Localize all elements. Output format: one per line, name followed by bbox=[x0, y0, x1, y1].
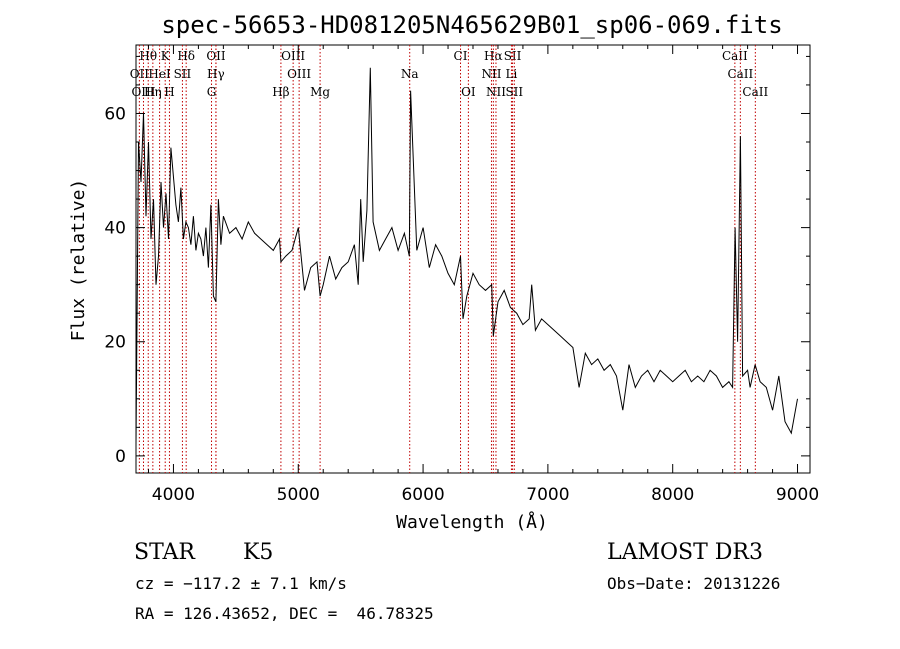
axis-ticks-layer: 4000 5000 6000 7000 8000 9000 0 20 40 60 bbox=[104, 45, 819, 505]
spectral-line-label: CI bbox=[454, 49, 468, 63]
spectral-line-label: Na bbox=[401, 67, 419, 81]
survey-name: LAMOST DR3 bbox=[607, 540, 763, 565]
spectral-line-label: K bbox=[161, 49, 171, 63]
x-tick-label: 5000 bbox=[277, 485, 320, 505]
spectral-line-label: Hγ bbox=[207, 67, 225, 81]
spectral-line-label: H bbox=[164, 85, 174, 99]
spectral-line-label: Hα bbox=[484, 49, 503, 63]
x-axis-label: Wavelength (Å) bbox=[396, 511, 548, 533]
x-tick-label: 7000 bbox=[526, 485, 569, 505]
chart-title: spec-56653-HD081205N465629B01_sp06-069.f… bbox=[161, 11, 782, 39]
spectral-line-label: OIII bbox=[281, 49, 305, 63]
flux-series-line bbox=[135, 67, 798, 445]
spectral-line-label: SII bbox=[174, 67, 192, 81]
spectral-line-label: Li bbox=[506, 67, 518, 81]
redshift-cz: cz = −117.2 ± 7.1 km/s bbox=[135, 574, 347, 593]
spectral-line-label: CaII bbox=[727, 67, 753, 81]
x-tick-label: 6000 bbox=[401, 485, 444, 505]
object-subclass: K5 bbox=[243, 540, 274, 565]
y-tick-label: 60 bbox=[104, 104, 126, 124]
x-tick-label: 9000 bbox=[776, 485, 819, 505]
spectral-line-label: Hη bbox=[144, 85, 162, 99]
object-class: STAR bbox=[134, 540, 195, 565]
spectral-line-label: HeI bbox=[148, 67, 171, 81]
spectral-line-label: SII bbox=[505, 85, 523, 99]
spectral-line-label: Hδ bbox=[177, 49, 195, 63]
spectral-line-label: OI bbox=[461, 85, 476, 99]
observation-date: Obs−Date: 20131226 bbox=[607, 574, 781, 593]
spectral-line-label: OII bbox=[130, 67, 150, 81]
spectral-line-label: OIII bbox=[287, 67, 311, 81]
spectral-line-label: NII bbox=[481, 67, 501, 81]
spectral-line-label: OIII bbox=[131, 85, 155, 99]
x-tick-label: 4000 bbox=[152, 485, 195, 505]
spectral-line-label: NII bbox=[486, 85, 506, 99]
y-tick-label: 0 bbox=[115, 447, 126, 467]
y-tick-label: 20 bbox=[104, 333, 126, 353]
y-tick-label: 40 bbox=[104, 219, 126, 239]
spectral-line-label: Hθ bbox=[139, 49, 157, 63]
spectral-line-label: CaII bbox=[742, 85, 768, 99]
x-tick-label: 8000 bbox=[651, 485, 694, 505]
spectral-line-label: Mg bbox=[310, 85, 330, 99]
spectral-line-label: CaII bbox=[722, 49, 748, 63]
coordinates: RA = 126.43652, DEC = 46.78325 bbox=[135, 604, 434, 623]
spectral-line-label: G bbox=[207, 85, 217, 99]
y-axis-label: Flux (relative) bbox=[68, 179, 89, 342]
spectral-line-label: Hβ bbox=[272, 85, 289, 99]
plot-frame bbox=[135, 44, 811, 474]
spectral-line-label: SII bbox=[504, 49, 522, 63]
